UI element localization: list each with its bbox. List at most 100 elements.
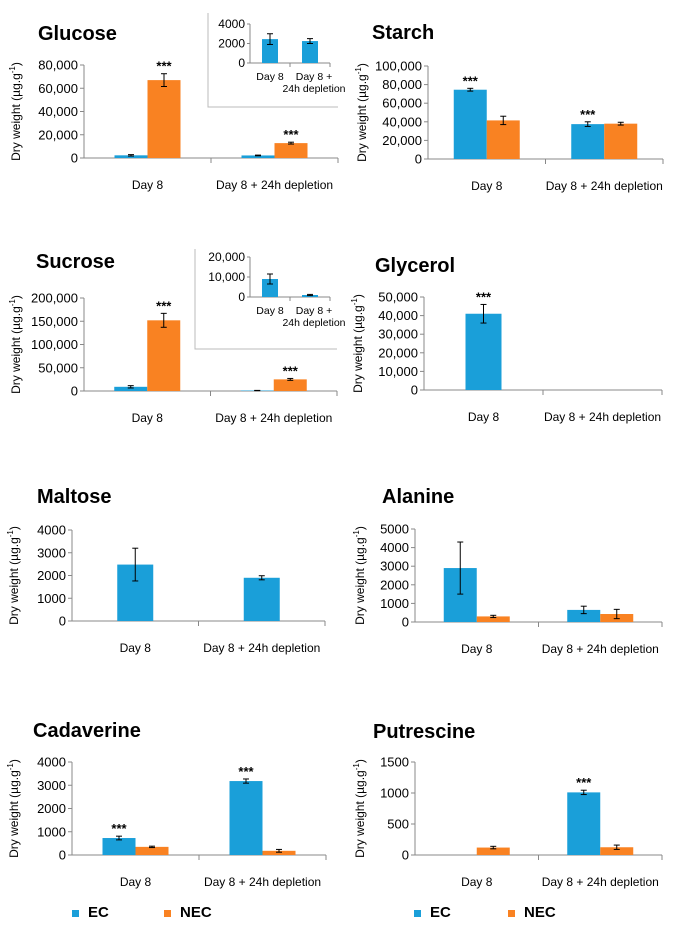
y-tick-label: 1500 — [380, 755, 409, 770]
y-tick-label: 100,000 — [31, 337, 78, 352]
bar-nec — [135, 846, 169, 855]
y-tick-label: 40,000 — [38, 104, 78, 119]
y-tick-label: 50,000 — [38, 360, 78, 375]
significance-mark: *** — [580, 107, 596, 122]
y-tick-label: 40,000 — [382, 114, 422, 129]
y-tick-label: 3000 — [37, 545, 66, 560]
y-tick-label: 150,000 — [31, 314, 78, 329]
legend-label-ec-2: EC — [430, 904, 451, 921]
y-tick-label: 4000 — [37, 523, 66, 538]
y-tick-label: 0 — [71, 151, 78, 166]
chart-title: Starch — [372, 22, 434, 44]
x-tick-label: Day 8 — [471, 179, 503, 193]
legend-swatch-ec — [72, 909, 79, 917]
y-axis-label-0: Dry weight (µg.g-1) — [8, 62, 23, 161]
chart-title: Putrescine — [373, 721, 475, 743]
inset-y-tick-label: 10,000 — [208, 270, 245, 284]
inset-y-tick-label: 20,000 — [208, 250, 245, 264]
legend-swatch-nec-2 — [508, 909, 515, 917]
x-tick-label: Day 8 — [468, 410, 500, 424]
y-tick-label: 500 — [387, 817, 409, 832]
legend-swatch-nec — [164, 909, 171, 917]
y-tick-label: 60,000 — [38, 81, 78, 96]
x-tick-label: Day 8 — [461, 875, 493, 889]
inset-frame — [207, 13, 338, 108]
y-tick-label: 4000 — [37, 755, 66, 770]
bar-ec — [114, 386, 148, 391]
legend-label-nec-2: NEC — [524, 904, 556, 921]
inset-x-tick-label: Day 8 — [256, 305, 284, 317]
chart-maltose: Maltose Dry weight (µg.g-1) 0 1000 2000 3000 4… — [6, 486, 326, 655]
y-tick-label: 30,000 — [378, 327, 418, 342]
inset-chart: 0 10,000 20,000 Day 8 Day 8 +24h depletion — [194, 249, 346, 350]
y-tick-label: 0 — [415, 152, 422, 167]
inset-y-tick-label: 2000 — [218, 37, 245, 51]
y-tick-label: 200,000 — [31, 291, 78, 306]
significance-mark: *** — [111, 821, 127, 836]
y-tick-label: 40,000 — [378, 308, 418, 323]
x-tick-label: Day 8 + 24h depletion — [215, 411, 332, 425]
inset-y-tick-label: 0 — [238, 290, 245, 304]
inset-frame — [194, 249, 337, 350]
y-tick-label: 0 — [402, 848, 409, 863]
x-tick-label: Day 8 — [461, 642, 493, 656]
chart-sucrose: Sucrose Dry weight (µg.g-1) 0 50,000 100,000… — [8, 249, 346, 425]
bar-nec — [476, 616, 510, 622]
y-tick-label: 3000 — [37, 778, 66, 793]
inset-bar — [262, 39, 278, 63]
chart-title: Glycerol — [375, 255, 455, 277]
bar-nec — [262, 850, 296, 855]
y-axis-label-1: Dry weight (µg.g-1) — [354, 63, 369, 162]
chart-title: Cadaverine — [33, 720, 141, 742]
chart-alanine: Alanine Dry weight (µg.g-1) 0 1000 2000 3000 4… — [352, 486, 663, 656]
y-axis-label-2: Dry weight (µg.g-1) — [8, 295, 23, 394]
significance-mark: *** — [476, 289, 492, 304]
y-tick-label: 2000 — [380, 577, 409, 592]
bar-nec — [476, 847, 510, 855]
bar-nec — [600, 847, 634, 855]
x-tick-label: Day 8 — [132, 178, 164, 192]
y-tick-label: 1000 — [380, 786, 409, 801]
inset-chart: 0 2000 4000 Day 8 Day 8 +24h depletion — [207, 13, 346, 108]
y-tick-label: 0 — [59, 614, 66, 629]
inset-x-tick-label: 24h depletion — [282, 83, 345, 95]
significance-mark: *** — [156, 298, 172, 313]
y-tick-label: 4000 — [380, 540, 409, 555]
x-tick-label: Day 8 + 24h depletion — [204, 875, 321, 889]
chart-title: Alanine — [382, 486, 454, 508]
y-axis-label-5: Dry weight (µg.g-1) — [352, 526, 367, 625]
significance-mark: *** — [156, 59, 172, 74]
y-axis-label-6: Dry weight (µg.g-1) — [6, 759, 21, 858]
inset-bar — [262, 279, 278, 297]
x-tick-label: Day 8 + 24h depletion — [542, 875, 659, 889]
y-tick-label: 20,000 — [378, 345, 418, 360]
significance-mark: *** — [463, 73, 479, 88]
legend-label-ec: EC — [88, 904, 109, 921]
inset-x-tick-label: Day 8 — [256, 71, 284, 83]
y-tick-label: 20,000 — [38, 127, 78, 142]
y-tick-label: 60,000 — [382, 96, 422, 111]
bar-ec — [567, 609, 601, 622]
x-tick-label: Day 8 + 24h depletion — [544, 410, 661, 424]
bar-nec — [273, 379, 307, 391]
chart-putrescine: Putrescine Dry weight (µg.g-1) 0 500 1000 150… — [352, 721, 663, 889]
bar-ec — [243, 577, 280, 621]
y-tick-label: 80,000 — [38, 58, 78, 73]
bar-ec — [241, 155, 275, 158]
inset-x-tick-label: Day 8 + — [296, 305, 332, 317]
chart-glucose: Glucose Dry weight (µg.g-1) 0 20,000 40,000 6… — [8, 13, 346, 192]
legend-item-nec: NEC — [164, 904, 212, 921]
x-tick-label: Day 8 + 24h depletion — [542, 642, 659, 656]
bar-nec — [486, 120, 520, 159]
y-tick-label: 3000 — [380, 559, 409, 574]
y-tick-label: 5000 — [380, 522, 409, 537]
chart-starch: Starch Dry weight (µg.g-1) 0 20,000 40,000 60… — [354, 22, 664, 193]
bar-nec — [274, 143, 308, 158]
x-tick-label: Day 8 — [120, 641, 152, 655]
y-tick-label: 1000 — [37, 824, 66, 839]
bar-ec — [453, 89, 487, 159]
x-tick-label: Day 8 + 24h depletion — [203, 641, 320, 655]
y-axis-label-3: Dry weight (µg.g-1) — [350, 294, 365, 393]
inset-y-tick-label: 0 — [238, 56, 245, 70]
